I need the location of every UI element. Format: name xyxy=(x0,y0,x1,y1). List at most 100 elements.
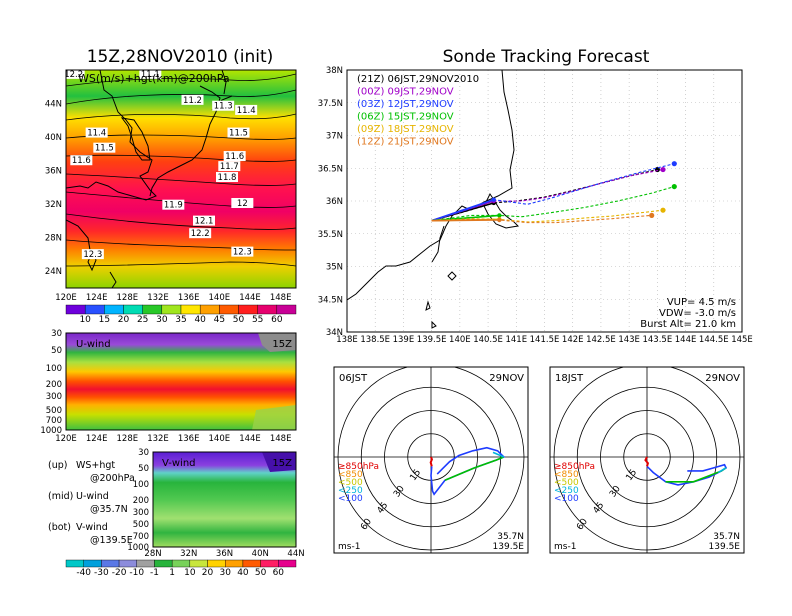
contour-label-bg xyxy=(231,246,254,257)
track-lat-label: 37N xyxy=(326,132,343,142)
layer-legend-entry: <500 xyxy=(338,478,363,488)
u-wind-gray-patch xyxy=(258,333,296,352)
landing-point xyxy=(649,212,655,219)
track-lon-label: 142.5E xyxy=(586,335,616,345)
contour-label: 11.7 xyxy=(220,162,239,172)
track-lon-label: 142E xyxy=(562,335,584,345)
contour-label: 11.9 xyxy=(164,201,183,211)
contour-label: 11.8 xyxy=(218,173,237,183)
note-level: @200hPa xyxy=(90,473,135,484)
ws-colorbar-label: 20 xyxy=(118,315,130,325)
island-niijima xyxy=(425,300,431,311)
v-wind-label: V-wind xyxy=(162,458,196,469)
contour-label: 12.3 xyxy=(83,250,102,260)
u-pressure-label: 30 xyxy=(51,329,62,339)
contour-label-bg xyxy=(66,70,85,79)
contour-label: 12.2 xyxy=(191,229,210,239)
contour-label-bg xyxy=(70,155,93,166)
layer-legend-entry: <100 xyxy=(338,494,363,504)
contour-label: 11.4 xyxy=(87,129,106,139)
v-lat-label: 36N xyxy=(216,549,233,559)
note-tag: (up) xyxy=(48,460,67,471)
tracking-lat-ticks: 34N 34.5N 35N 35.5N 36N 36.5N 37N 37.5N 38N xyxy=(318,66,343,338)
height-contours xyxy=(66,73,296,267)
v-lat-label: 28N xyxy=(144,549,161,559)
burst-point xyxy=(491,197,496,202)
uv-colorbar-swatch xyxy=(118,559,137,568)
uv-colorbar-label: -1 xyxy=(150,568,159,578)
contour-label-bg xyxy=(216,172,238,182)
island-kozu xyxy=(431,320,437,329)
track-lon-label: 141E xyxy=(505,335,527,345)
u-pressure-label: 500 xyxy=(46,406,62,416)
ws-colorbar-label: 60 xyxy=(271,315,283,325)
v-pressure-label: 30 xyxy=(138,448,149,458)
map-lat-label: 24N xyxy=(45,267,62,277)
coastline-boso xyxy=(483,193,520,229)
hodograph-units: ms-1 xyxy=(338,542,360,552)
contour-label-bg xyxy=(193,215,215,226)
u-lon-label: 132E xyxy=(147,434,169,444)
track-lat-label: 37.5N xyxy=(318,99,343,109)
track-lat-label: 36.5N xyxy=(318,164,343,174)
track-lon-label: 138.5E xyxy=(360,335,390,345)
hodograph-units: ms-1 xyxy=(554,542,576,552)
uv-colorbar-swatch xyxy=(225,559,244,568)
contour-label-bg xyxy=(139,70,162,79)
hodograph-lat: 35.7N xyxy=(713,532,740,542)
tracking-legend: (21Z) 06JST,29NOV2010(00Z) 09JST,29NOV(0… xyxy=(357,74,479,148)
uv-colorbar-swatch xyxy=(154,559,173,568)
hodograph-line-top xyxy=(492,451,505,458)
contour-label-bg xyxy=(235,104,258,115)
track-lat-label: 38N xyxy=(326,66,343,76)
uv-colorbar-swatch xyxy=(171,559,191,568)
contour-label: 11.5 xyxy=(95,144,114,154)
ws-colorbar-swatch xyxy=(161,304,182,315)
ws-colorbar: 10 15 20 25 30 35 40 45 50 55 60 xyxy=(65,304,297,325)
ws-colorbar-label: 25 xyxy=(137,315,148,325)
uv-colorbar-swatch xyxy=(101,559,120,568)
contour-label: 12.1 xyxy=(195,217,214,227)
ws-colorbar-label: 50 xyxy=(233,315,245,325)
layer-legend-entry: <100 xyxy=(554,494,579,504)
coastline-honshu xyxy=(347,70,515,301)
contour-label: 11.3 xyxy=(214,102,233,112)
u-pressure-label: 50 xyxy=(51,346,62,356)
contour-label-bg xyxy=(85,127,108,138)
burst-point xyxy=(497,213,502,218)
hodograph-line-low xyxy=(429,456,434,467)
track-line xyxy=(431,186,675,222)
uv-colorbar-label: 30 xyxy=(220,568,232,578)
v-pressure-label: 500 xyxy=(133,520,149,530)
map-lon-label: 124E xyxy=(86,293,108,303)
track-legend-entry: (03Z) 12JST,29NOV xyxy=(357,99,454,110)
layer-legend-entry: ≥850hPa xyxy=(554,462,595,472)
u-lon-label: 140E xyxy=(209,434,231,444)
contour-label: 11.6 xyxy=(72,156,91,166)
map-lon-label: 144E xyxy=(239,293,261,303)
u-pressure-label: 1000 xyxy=(40,426,62,436)
uv-colorbar-label: -10 xyxy=(129,568,144,578)
track-legend-entry: (21Z) 06JST,29NOV2010 xyxy=(357,74,479,85)
ws-colorbar-label: 40 xyxy=(194,315,206,325)
contour-label-bg xyxy=(189,228,212,239)
hodograph-line-low xyxy=(644,456,650,467)
u-wind-label: U-wind xyxy=(76,339,111,350)
note-variable: WS+hgt xyxy=(76,460,115,471)
hodograph-line-mid xyxy=(444,456,505,481)
contour-label-bg xyxy=(218,161,241,172)
map-lon-label: 148E xyxy=(270,293,292,303)
track-lon-label: 144.5E xyxy=(699,335,729,345)
layer-legend-entry: <250 xyxy=(338,486,363,496)
map-lat-label: 40N xyxy=(45,133,62,143)
ws-colorbar-label: 45 xyxy=(214,315,225,325)
track-lat-label: 34.5N xyxy=(318,295,343,305)
contour-label-bg xyxy=(212,100,235,111)
u-lon-label: 120E xyxy=(55,434,77,444)
coastline-korea xyxy=(120,117,151,161)
coastline-east-china xyxy=(66,219,91,251)
hodograph-time: 18JST xyxy=(555,373,584,384)
